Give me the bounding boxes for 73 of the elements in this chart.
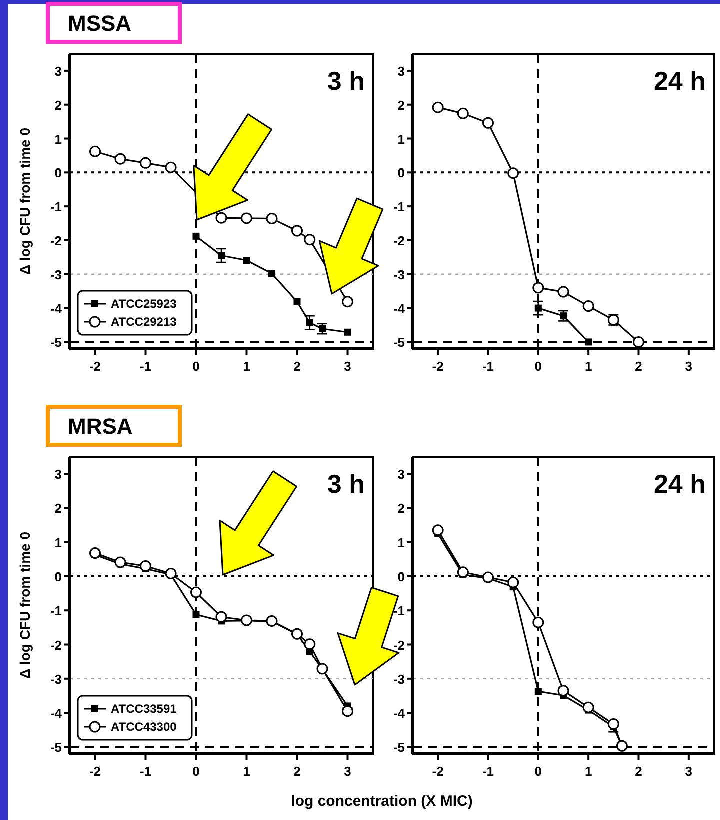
- y-tick-label: -3: [393, 267, 405, 282]
- y-tick-label: -5: [393, 740, 405, 756]
- y-tick-label: -4: [50, 301, 63, 316]
- x-tick-label: 3: [344, 359, 352, 374]
- text: MSSA: [68, 11, 132, 36]
- y-tick-label: -2: [393, 638, 405, 653]
- x-tick-label: 2: [635, 359, 642, 374]
- legend-label: ATCC43300: [111, 720, 178, 734]
- y-tick-label: 3: [398, 64, 405, 79]
- x-tick-label: 2: [294, 359, 301, 374]
- y-tick-label: 2: [398, 98, 405, 113]
- y-tick-label: 0: [54, 569, 62, 584]
- text: 3 h: [327, 66, 365, 96]
- x-tick-label: 1: [243, 359, 250, 374]
- y-tick-label: 3: [54, 467, 62, 482]
- x-tick-label: -1: [140, 764, 152, 779]
- text: MRSA: [68, 414, 133, 439]
- x-tick-label: 3: [685, 359, 693, 374]
- y-tick-label: 2: [54, 98, 62, 113]
- x-tick-label: -2: [89, 359, 102, 374]
- y-tick-label: -5: [393, 335, 405, 350]
- y-tick-label: 1: [398, 132, 405, 147]
- y-tick-label: -2: [50, 233, 62, 248]
- y-tick-label: 2: [398, 501, 405, 516]
- y-tick-label: -4: [393, 301, 406, 316]
- y-tick-label: -1: [393, 604, 405, 619]
- x-tick-label: -2: [432, 764, 444, 779]
- y-tick-label: -4: [50, 706, 63, 722]
- y-tick-label: -1: [393, 200, 405, 215]
- x-tick-label: 0: [534, 359, 542, 374]
- x-tick-label: 1: [584, 764, 592, 779]
- legend-label: ATCC25923: [111, 297, 178, 311]
- y-tick-label: 0: [398, 569, 405, 584]
- y-tick-label: -1: [50, 604, 62, 619]
- legend-label: ATCC33591: [111, 702, 178, 716]
- y-tick-label: -3: [50, 267, 62, 282]
- x-tick-label: -1: [140, 359, 152, 374]
- y-tick-label: -5: [50, 740, 62, 756]
- x-tick-label: 0: [534, 764, 542, 779]
- y-axis-title: Δ log CFU from time 0: [17, 532, 33, 679]
- y-tick-label: -2: [393, 233, 405, 248]
- x-tick-label: 3: [344, 764, 352, 779]
- x-tick-label: -1: [482, 764, 494, 779]
- x-tick-label: -1: [482, 359, 494, 374]
- y-tick-label: -4: [393, 706, 406, 722]
- y-tick-label: 2: [54, 501, 62, 516]
- y-axis-title: Δ log CFU from time 0: [17, 128, 33, 275]
- x-tick-label: -2: [89, 764, 102, 779]
- legend-label: ATCC29213: [111, 315, 178, 329]
- x-tick-label: 0: [192, 764, 200, 779]
- x-tick-label: 0: [192, 359, 200, 374]
- text: 24 h: [654, 469, 706, 499]
- y-tick-label: -3: [50, 672, 62, 687]
- x-tick-label: 2: [294, 764, 301, 779]
- y-tick-label: 1: [54, 132, 62, 147]
- x-tick-label: 1: [243, 764, 250, 779]
- y-tick-label: 1: [54, 535, 62, 550]
- y-tick-label: 1: [398, 535, 405, 550]
- x-tick-label: -2: [432, 359, 444, 374]
- y-tick-label: -1: [50, 200, 62, 215]
- y-tick-label: -3: [393, 672, 405, 687]
- y-tick-label: 3: [398, 467, 405, 482]
- y-tick-label: 0: [54, 166, 62, 181]
- x-axis-title: log concentration (X MIC): [291, 793, 473, 810]
- y-tick-label: -2: [50, 638, 62, 653]
- y-tick-label: 0: [398, 166, 405, 181]
- text: 3 h: [327, 469, 365, 499]
- text: 24 h: [654, 66, 706, 96]
- y-tick-label: 3: [54, 64, 62, 79]
- y-tick-label: -5: [50, 335, 62, 350]
- x-tick-label: 3: [685, 764, 693, 779]
- x-tick-label: 1: [584, 359, 592, 374]
- x-tick-label: 2: [635, 764, 642, 779]
